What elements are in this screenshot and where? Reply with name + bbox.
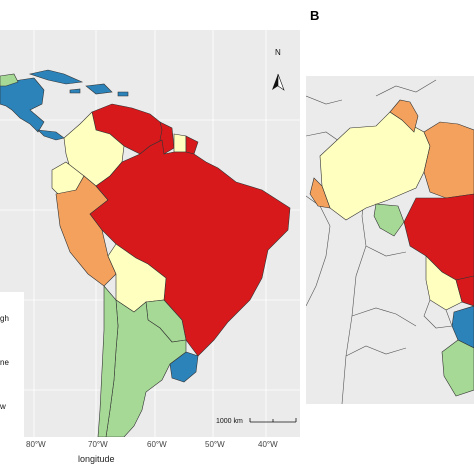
peru <box>55 175 117 287</box>
x-tick-70w: 70°W <box>88 440 108 449</box>
hispaniola <box>85 83 113 95</box>
chile <box>97 285 119 437</box>
french-guiana <box>185 135 199 155</box>
legend: gh ne w <box>0 292 24 437</box>
panel-a-map: gh ne w N 1000 km <box>0 30 300 437</box>
x-tick-60w: 60°W <box>147 440 167 449</box>
region-mato-grosso-sul <box>425 255 463 311</box>
x-tick-40w: 40°W <box>258 440 278 449</box>
legend-label-high: gh <box>0 314 9 323</box>
panel-b-map <box>306 76 474 404</box>
region-acre <box>309 177 331 209</box>
region-para <box>423 121 474 199</box>
region-rondonia <box>373 203 405 237</box>
legend-label-low: w <box>0 402 6 411</box>
scale-label: 1000 km <box>216 418 243 425</box>
region-mato-grosso <box>403 193 474 281</box>
panel-b-svg <box>306 79 474 404</box>
region-neutral <box>423 299 453 329</box>
panel-b-label: B <box>310 8 320 23</box>
north-label: N <box>275 48 281 57</box>
puerto-rico <box>117 91 129 97</box>
scale-bar <box>249 418 297 423</box>
jamaica <box>69 88 81 94</box>
north-arrow-icon <box>272 73 285 91</box>
legend-label-medium: ne <box>0 358 9 367</box>
guatemala <box>0 73 19 87</box>
central-america <box>0 77 45 133</box>
x-tick-50w: 50°W <box>205 440 225 449</box>
panama <box>37 129 65 141</box>
panel-a-svg <box>0 30 300 437</box>
x-tick-80w: 80°W <box>26 440 46 449</box>
suriname <box>173 133 187 153</box>
region-roraima <box>389 99 419 133</box>
x-axis-title: longitude <box>78 454 115 464</box>
cuba <box>28 69 84 85</box>
region-goias <box>455 275 474 307</box>
region-rio-grande-sul <box>441 339 474 397</box>
